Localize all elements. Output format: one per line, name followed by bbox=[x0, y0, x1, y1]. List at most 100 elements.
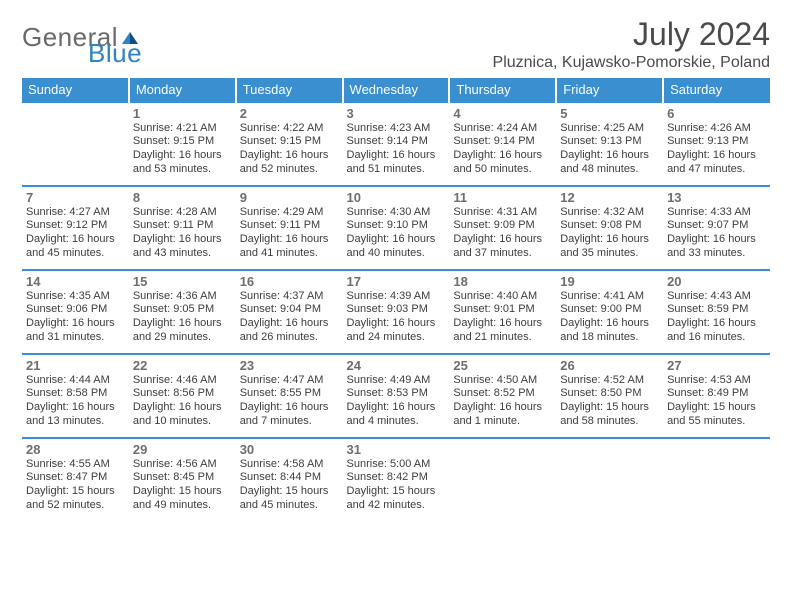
sunrise-line: Sunrise: 4:49 AM bbox=[347, 374, 446, 388]
sunrise-line: Sunrise: 4:27 AM bbox=[26, 206, 125, 220]
calendar-day-cell: 15Sunrise: 4:36 AMSunset: 9:05 PMDayligh… bbox=[129, 270, 236, 354]
day-number: 26 bbox=[560, 358, 659, 373]
sunset-line: Sunset: 9:12 PM bbox=[26, 219, 125, 233]
calendar-day-cell: 9Sunrise: 4:29 AMSunset: 9:11 PMDaylight… bbox=[236, 186, 343, 270]
day-number: 24 bbox=[347, 358, 446, 373]
daylight-line-2: and 49 minutes. bbox=[133, 499, 232, 513]
calendar-day-cell bbox=[449, 438, 556, 521]
weekday-header-row: SundayMondayTuesdayWednesdayThursdayFrid… bbox=[22, 78, 770, 102]
weekday-header: Saturday bbox=[663, 78, 770, 102]
sunrise-line: Sunrise: 4:36 AM bbox=[133, 290, 232, 304]
daylight-line-1: Daylight: 16 hours bbox=[26, 233, 125, 247]
header: General Blue July 2024 Pluznica, Kujawsk… bbox=[22, 18, 770, 72]
calendar-day-cell: 6Sunrise: 4:26 AMSunset: 9:13 PMDaylight… bbox=[663, 102, 770, 186]
daylight-line-2: and 50 minutes. bbox=[453, 163, 552, 177]
day-number: 15 bbox=[133, 274, 232, 289]
daylight-line-2: and 26 minutes. bbox=[240, 331, 339, 345]
calendar-day-cell: 21Sunrise: 4:44 AMSunset: 8:58 PMDayligh… bbox=[22, 354, 129, 438]
day-number: 12 bbox=[560, 190, 659, 205]
daylight-line-1: Daylight: 16 hours bbox=[347, 233, 446, 247]
daylight-line-1: Daylight: 16 hours bbox=[133, 233, 232, 247]
calendar-day-cell bbox=[22, 102, 129, 186]
calendar-day-cell: 10Sunrise: 4:30 AMSunset: 9:10 PMDayligh… bbox=[343, 186, 450, 270]
daylight-line-2: and 29 minutes. bbox=[133, 331, 232, 345]
sunrise-line: Sunrise: 4:44 AM bbox=[26, 374, 125, 388]
calendar-day-cell: 24Sunrise: 4:49 AMSunset: 8:53 PMDayligh… bbox=[343, 354, 450, 438]
day-number: 30 bbox=[240, 442, 339, 457]
daylight-line-2: and 45 minutes. bbox=[240, 499, 339, 513]
daylight-line-1: Daylight: 16 hours bbox=[667, 233, 766, 247]
day-number: 16 bbox=[240, 274, 339, 289]
calendar-day-cell: 25Sunrise: 4:50 AMSunset: 8:52 PMDayligh… bbox=[449, 354, 556, 438]
sunrise-line: Sunrise: 4:22 AM bbox=[240, 122, 339, 136]
day-number: 31 bbox=[347, 442, 446, 457]
calendar-day-cell: 2Sunrise: 4:22 AMSunset: 9:15 PMDaylight… bbox=[236, 102, 343, 186]
brand-logo: General Blue bbox=[22, 18, 196, 53]
daylight-line-2: and 58 minutes. bbox=[560, 415, 659, 429]
sunrise-line: Sunrise: 4:41 AM bbox=[560, 290, 659, 304]
day-number: 27 bbox=[667, 358, 766, 373]
daylight-line-1: Daylight: 16 hours bbox=[240, 233, 339, 247]
calendar-day-cell: 30Sunrise: 4:58 AMSunset: 8:44 PMDayligh… bbox=[236, 438, 343, 521]
day-number: 25 bbox=[453, 358, 552, 373]
daylight-line-2: and 7 minutes. bbox=[240, 415, 339, 429]
sunset-line: Sunset: 9:14 PM bbox=[453, 135, 552, 149]
sunrise-line: Sunrise: 4:40 AM bbox=[453, 290, 552, 304]
day-number: 6 bbox=[667, 106, 766, 121]
calendar-day-cell: 28Sunrise: 4:55 AMSunset: 8:47 PMDayligh… bbox=[22, 438, 129, 521]
sunrise-line: Sunrise: 4:53 AM bbox=[667, 374, 766, 388]
sunrise-line: Sunrise: 4:37 AM bbox=[240, 290, 339, 304]
day-number: 11 bbox=[453, 190, 552, 205]
daylight-line-1: Daylight: 16 hours bbox=[667, 317, 766, 331]
sunset-line: Sunset: 9:14 PM bbox=[347, 135, 446, 149]
daylight-line-2: and 33 minutes. bbox=[667, 247, 766, 261]
day-number: 19 bbox=[560, 274, 659, 289]
day-number: 2 bbox=[240, 106, 339, 121]
daylight-line-1: Daylight: 16 hours bbox=[240, 317, 339, 331]
title-block: July 2024 Pluznica, Kujawsko-Pomorskie, … bbox=[493, 18, 770, 72]
day-number: 4 bbox=[453, 106, 552, 121]
daylight-line-1: Daylight: 16 hours bbox=[453, 401, 552, 415]
calendar-week-row: 28Sunrise: 4:55 AMSunset: 8:47 PMDayligh… bbox=[22, 438, 770, 521]
daylight-line-2: and 10 minutes. bbox=[133, 415, 232, 429]
weekday-header: Friday bbox=[556, 78, 663, 102]
day-number: 22 bbox=[133, 358, 232, 373]
daylight-line-1: Daylight: 16 hours bbox=[26, 317, 125, 331]
sunrise-line: Sunrise: 4:23 AM bbox=[347, 122, 446, 136]
daylight-line-2: and 43 minutes. bbox=[133, 247, 232, 261]
sunrise-line: Sunrise: 4:52 AM bbox=[560, 374, 659, 388]
daylight-line-2: and 45 minutes. bbox=[26, 247, 125, 261]
calendar-day-cell bbox=[663, 438, 770, 521]
sunset-line: Sunset: 9:13 PM bbox=[667, 135, 766, 149]
calendar-day-cell: 26Sunrise: 4:52 AMSunset: 8:50 PMDayligh… bbox=[556, 354, 663, 438]
calendar-week-row: 14Sunrise: 4:35 AMSunset: 9:06 PMDayligh… bbox=[22, 270, 770, 354]
location-subtitle: Pluznica, Kujawsko-Pomorskie, Poland bbox=[493, 54, 770, 72]
sunrise-line: Sunrise: 4:30 AM bbox=[347, 206, 446, 220]
sunrise-line: Sunrise: 4:25 AM bbox=[560, 122, 659, 136]
sunrise-line: Sunrise: 4:39 AM bbox=[347, 290, 446, 304]
calendar-day-cell: 3Sunrise: 4:23 AMSunset: 9:14 PMDaylight… bbox=[343, 102, 450, 186]
calendar-week-row: 7Sunrise: 4:27 AMSunset: 9:12 PMDaylight… bbox=[22, 186, 770, 270]
sunset-line: Sunset: 8:52 PM bbox=[453, 387, 552, 401]
calendar-table: SundayMondayTuesdayWednesdayThursdayFrid… bbox=[22, 78, 770, 521]
calendar-day-cell: 4Sunrise: 4:24 AMSunset: 9:14 PMDaylight… bbox=[449, 102, 556, 186]
daylight-line-2: and 31 minutes. bbox=[26, 331, 125, 345]
sunrise-line: Sunrise: 4:26 AM bbox=[667, 122, 766, 136]
sunset-line: Sunset: 8:47 PM bbox=[26, 471, 125, 485]
sunrise-line: Sunrise: 4:24 AM bbox=[453, 122, 552, 136]
sunset-line: Sunset: 8:58 PM bbox=[26, 387, 125, 401]
calendar-day-cell: 8Sunrise: 4:28 AMSunset: 9:11 PMDaylight… bbox=[129, 186, 236, 270]
calendar-day-cell: 29Sunrise: 4:56 AMSunset: 8:45 PMDayligh… bbox=[129, 438, 236, 521]
sunrise-line: Sunrise: 4:21 AM bbox=[133, 122, 232, 136]
sunrise-line: Sunrise: 4:32 AM bbox=[560, 206, 659, 220]
sunset-line: Sunset: 8:53 PM bbox=[347, 387, 446, 401]
daylight-line-2: and 51 minutes. bbox=[347, 163, 446, 177]
calendar-day-cell bbox=[556, 438, 663, 521]
sunrise-line: Sunrise: 4:46 AM bbox=[133, 374, 232, 388]
daylight-line-1: Daylight: 16 hours bbox=[347, 149, 446, 163]
calendar-day-cell: 5Sunrise: 4:25 AMSunset: 9:13 PMDaylight… bbox=[556, 102, 663, 186]
sunrise-line: Sunrise: 4:43 AM bbox=[667, 290, 766, 304]
day-number: 29 bbox=[133, 442, 232, 457]
calendar-day-cell: 13Sunrise: 4:33 AMSunset: 9:07 PMDayligh… bbox=[663, 186, 770, 270]
sunset-line: Sunset: 8:45 PM bbox=[133, 471, 232, 485]
